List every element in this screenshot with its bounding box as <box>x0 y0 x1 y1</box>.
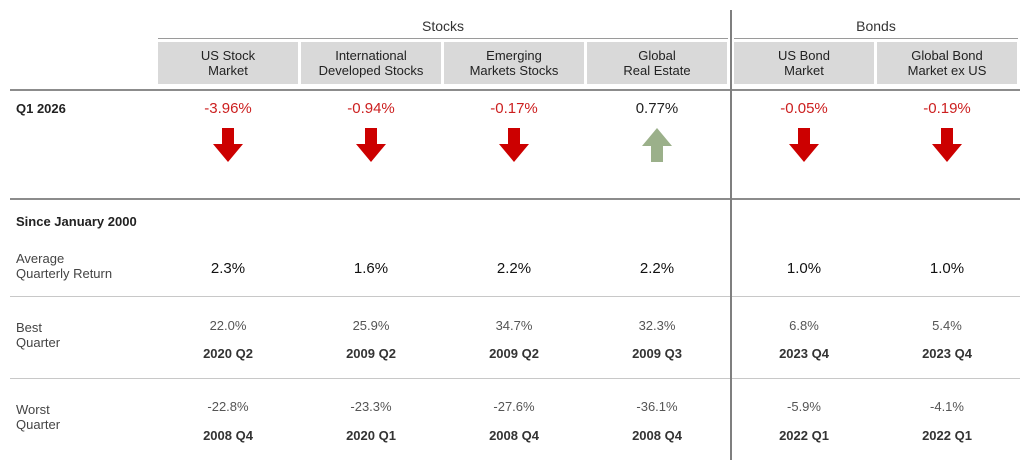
column-header-line2: Real Estate <box>623 63 691 78</box>
column-header-line2: Markets Stocks <box>469 63 559 78</box>
arrow-down-icon <box>499 128 529 162</box>
group-label-stocks: Stocks <box>421 18 464 34</box>
worst-quarter-us-stock: 2008 Q4 <box>203 428 253 443</box>
best-quarter-intl-developed: 2009 Q2 <box>346 346 396 361</box>
group-underline-stocks <box>158 38 728 39</box>
column-header-global-bond-ex-us: Global Bond Market ex US <box>877 42 1017 84</box>
average-value-global-real-estate: 2.2% <box>639 260 675 277</box>
best-label-line1: Best <box>16 320 43 335</box>
average-value-global-bond: 1.0% <box>929 260 965 277</box>
best-value-us-stock: 22.0% <box>209 318 247 333</box>
arrow-down-icon <box>932 128 962 162</box>
column-header-line1: Global Bond <box>911 48 983 63</box>
best-quarter-global-bond: 2023 Q4 <box>922 346 972 361</box>
best-value-intl-developed: 25.9% <box>352 318 390 333</box>
column-header-line1: US Stock <box>200 48 256 63</box>
quarter-return-intl-developed: -0.94% <box>347 100 395 117</box>
average-label-line2: Quarterly Return <box>16 266 113 281</box>
worst-quarter-global-bond: 2022 Q1 <box>922 428 972 443</box>
worst-value-us-bond: -5.9% <box>787 399 821 414</box>
best-quarter-global-real-estate: 2009 Q3 <box>632 346 682 361</box>
worst-value-emerging: -27.6% <box>493 399 535 414</box>
average-value-intl-developed: 1.6% <box>353 260 389 277</box>
column-header-line2: Market ex US <box>907 63 987 78</box>
best-label-line2: Quarter <box>16 335 61 350</box>
column-header-global-real-estate: Global Real Estate <box>587 42 727 84</box>
section-divider <box>10 198 1020 200</box>
worst-quarter-global-real-estate: 2008 Q4 <box>632 428 682 443</box>
best-quarter-us-stock: 2020 Q2 <box>203 346 253 361</box>
header-divider <box>10 89 1020 91</box>
column-header-line1: Global <box>638 48 676 63</box>
worst-label: Worst Quarter <box>16 402 60 432</box>
best-label: Best Quarter <box>16 320 60 350</box>
arrow-down-icon <box>789 128 819 162</box>
arrow-up-icon <box>642 128 672 162</box>
quarter-return-us-bond: -0.05% <box>780 100 828 117</box>
arrow-down-icon <box>213 128 243 162</box>
average-value-emerging: 2.2% <box>496 260 532 277</box>
group-label-bonds: Bonds <box>856 18 896 34</box>
worst-value-global-real-estate: -36.1% <box>636 399 678 414</box>
column-header-emerging-markets: Emerging Markets Stocks <box>444 42 584 84</box>
column-header-line2: Market <box>784 63 824 78</box>
best-quarter-us-bond: 2023 Q4 <box>779 346 829 361</box>
stocks-bonds-divider <box>730 10 732 460</box>
worst-quarter-us-bond: 2022 Q1 <box>779 428 829 443</box>
quarter-return-global-real-estate: 0.77% <box>635 100 679 117</box>
average-label: Average Quarterly Return <box>16 251 112 281</box>
average-value-us-stock: 2.3% <box>210 260 246 277</box>
best-value-us-bond: 6.8% <box>789 318 819 333</box>
quarter-label: Q1 2026 <box>16 101 66 116</box>
quarter-return-global-bond: -0.19% <box>923 100 971 117</box>
average-label-line1: Average <box>16 251 65 266</box>
column-header-line1: US Bond <box>777 48 831 63</box>
average-value-us-bond: 1.0% <box>786 260 822 277</box>
row-divider-average <box>10 296 1020 297</box>
quarter-return-us-stock: -3.96% <box>204 100 252 117</box>
column-header-line2: Market <box>208 63 248 78</box>
best-value-emerging: 34.7% <box>495 318 533 333</box>
worst-quarter-intl-developed: 2020 Q1 <box>346 428 396 443</box>
group-underline-bonds <box>734 38 1018 39</box>
arrow-down-icon <box>356 128 386 162</box>
column-header-us-stock-market: US Stock Market <box>158 42 298 84</box>
column-header-line1: Emerging <box>486 48 542 63</box>
worst-value-global-bond: -4.1% <box>930 399 964 414</box>
row-divider-best <box>10 378 1020 379</box>
worst-label-line1: Worst <box>16 402 50 417</box>
worst-value-us-stock: -22.8% <box>207 399 249 414</box>
worst-label-line2: Quarter <box>16 417 61 432</box>
worst-value-intl-developed: -23.3% <box>350 399 392 414</box>
best-value-global-real-estate: 32.3% <box>638 318 676 333</box>
column-header-line1: International <box>335 48 407 63</box>
quarter-return-emerging: -0.17% <box>490 100 538 117</box>
best-value-global-bond: 5.4% <box>932 318 962 333</box>
best-quarter-emerging: 2009 Q2 <box>489 346 539 361</box>
column-header-us-bond-market: US Bond Market <box>734 42 874 84</box>
since-title: Since January 2000 <box>16 214 137 229</box>
worst-quarter-emerging: 2008 Q4 <box>489 428 539 443</box>
column-header-line2: Developed Stocks <box>318 63 424 78</box>
column-header-international-developed: International Developed Stocks <box>301 42 441 84</box>
